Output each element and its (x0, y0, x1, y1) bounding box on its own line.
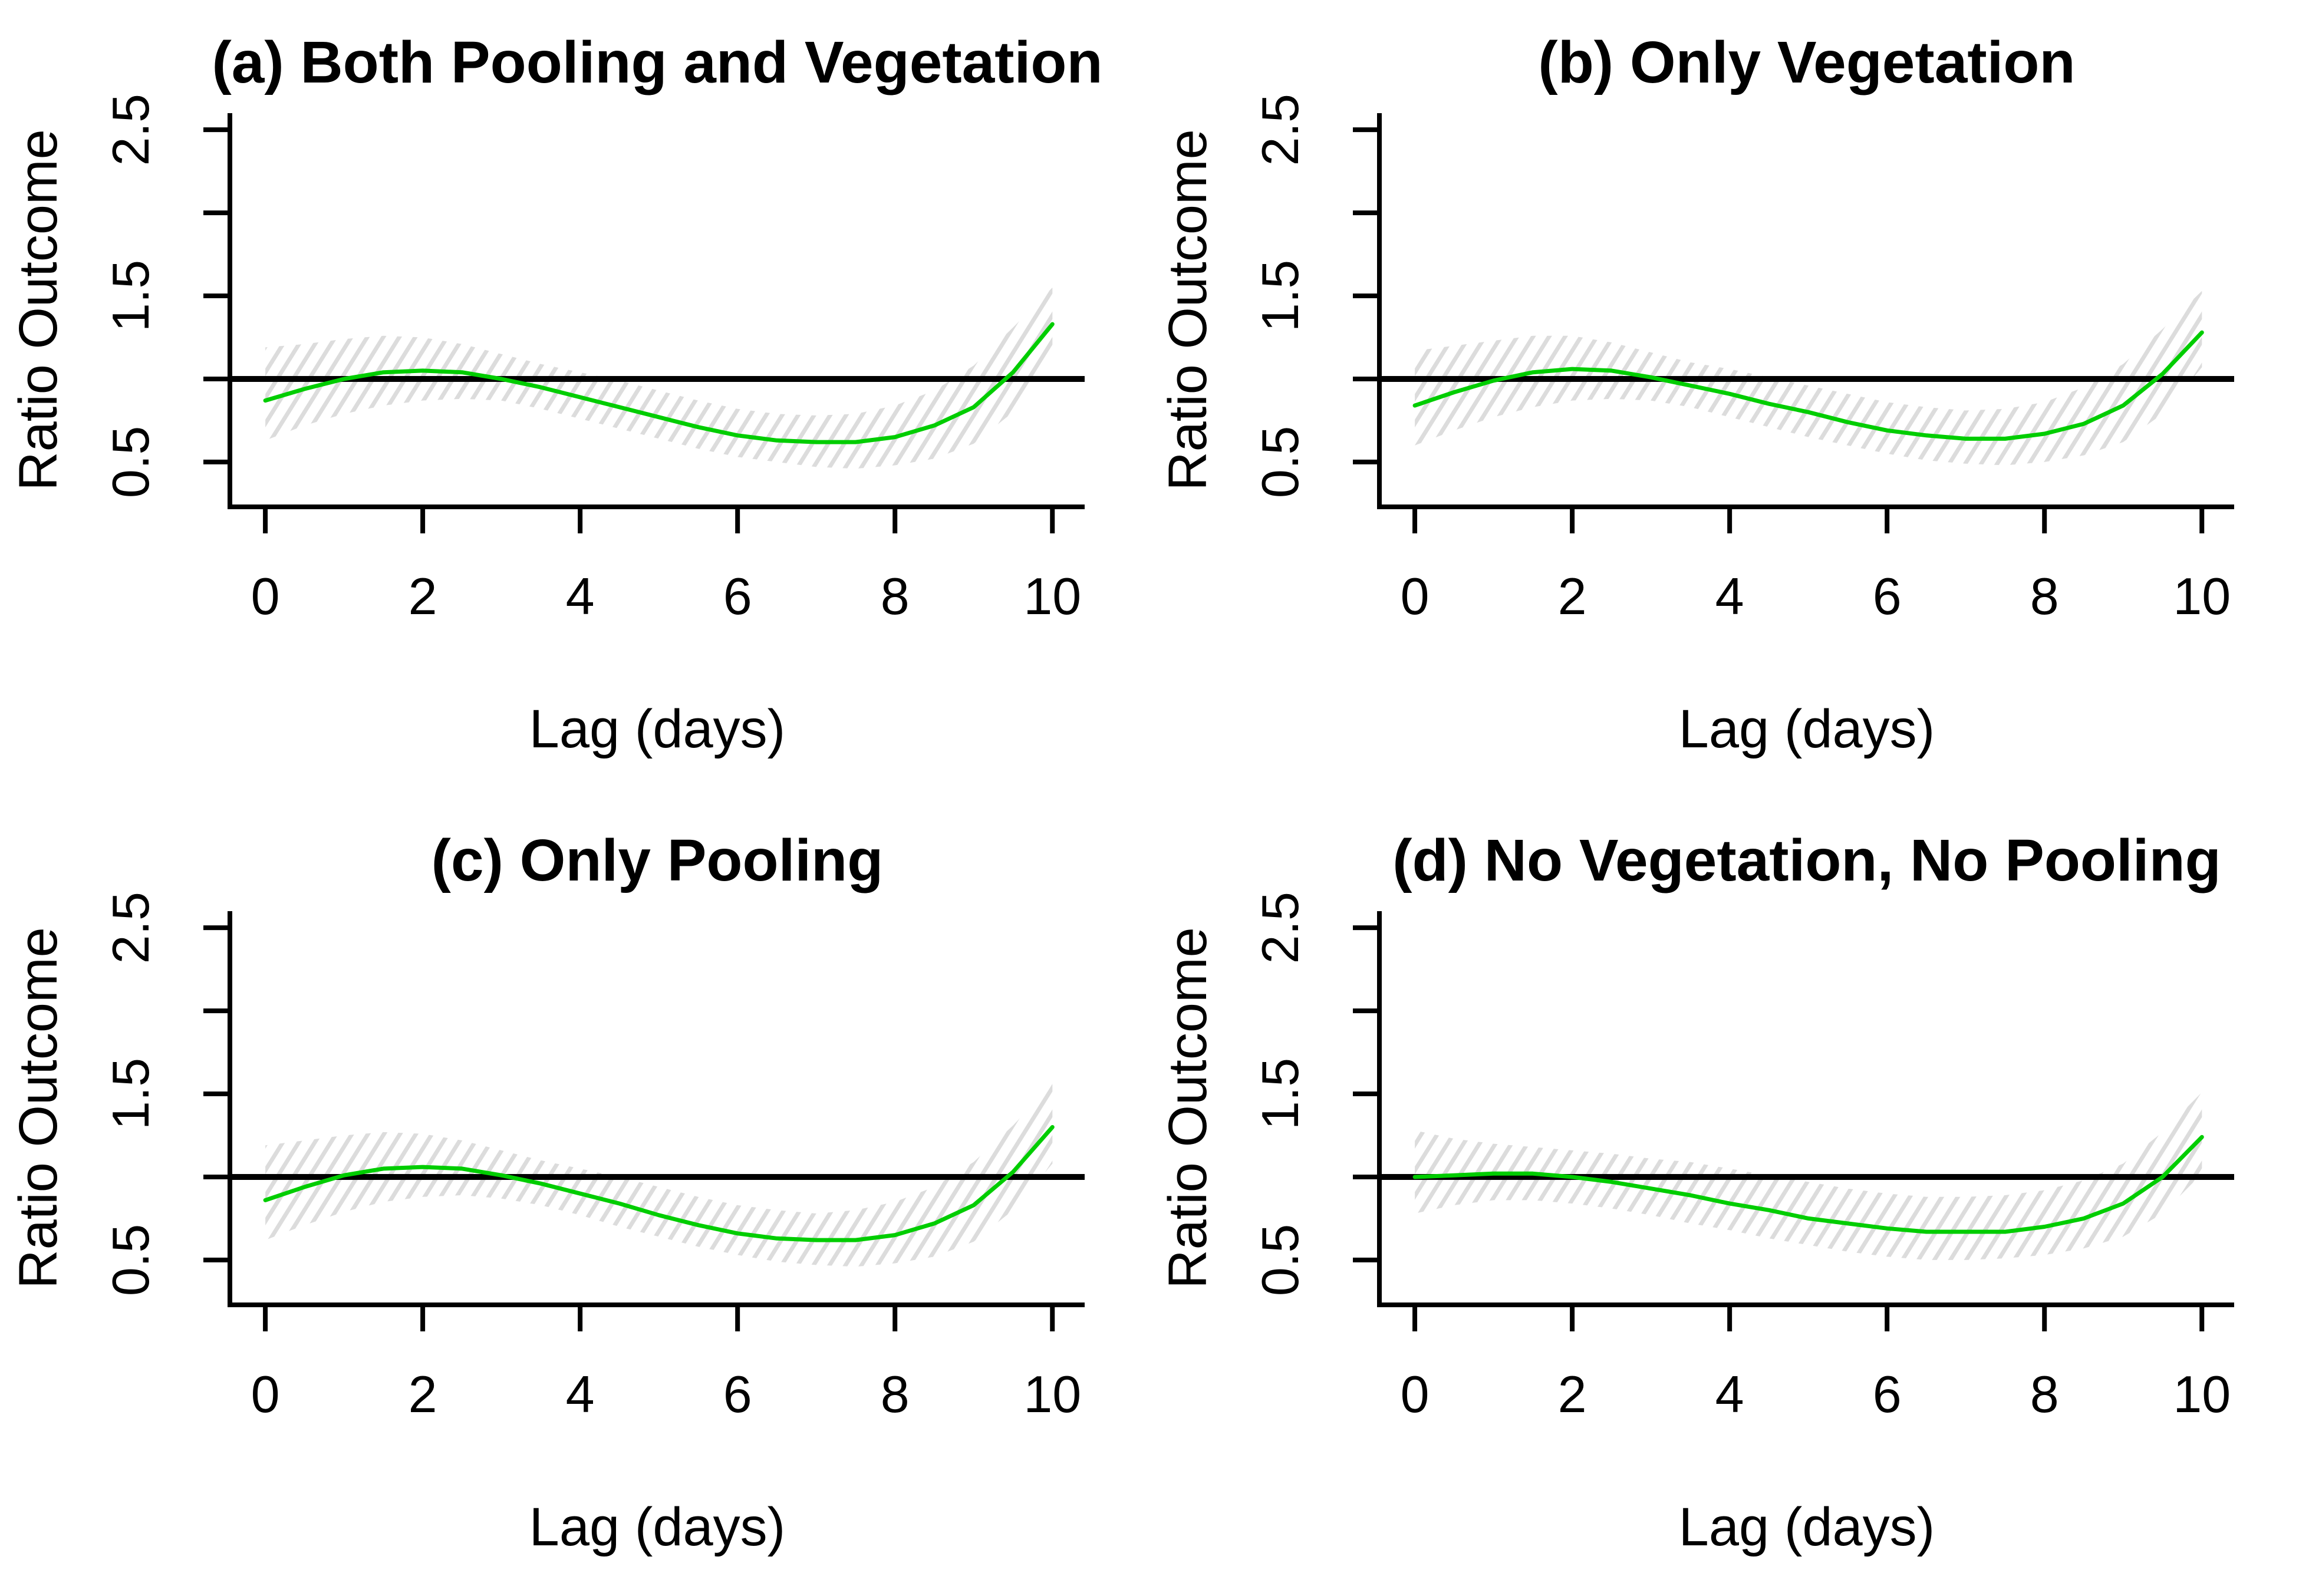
x-axis-label: Lag (days) (529, 1497, 786, 1557)
x-tick-label: 8 (881, 1365, 910, 1423)
x-tick-label: 10 (1023, 1365, 1081, 1423)
panel-d-title: (d) No Vegetation, No Pooling (1392, 827, 2221, 893)
panel-b: 0 2 4 6 8 10 0.5 1.5 2.5 (b) Only Vegetation Lag (… (1150, 0, 2299, 798)
estimate-curve (1412, 330, 2204, 441)
x-tick-label: 10 (2173, 1365, 2231, 1423)
y-tick-label: 0.5 (101, 426, 160, 498)
y-tick-label: 2.5 (101, 892, 160, 964)
x-tick-label: 10 (1023, 567, 1081, 625)
x-tick-label: 4 (1715, 567, 1744, 625)
x-tick-label: 4 (566, 1365, 595, 1423)
y-tick-label: 0.5 (101, 1224, 160, 1296)
estimate-curve (263, 322, 1055, 444)
confidence-band (1415, 1092, 2202, 1260)
x-tick-label: 0 (1401, 567, 1430, 625)
x-tick-label: 4 (566, 567, 595, 625)
x-tick-label: 2 (409, 567, 437, 625)
x-tick-label: 8 (2030, 1365, 2059, 1423)
confidence-band (1415, 291, 2202, 466)
panel-c-title: (c) Only Pooling (432, 827, 884, 893)
panel-a: 0 2 4 6 8 10 0.5 1.5 2.5 (a) Both Pooling and Veg… (0, 0, 1150, 798)
panel-d: 0 2 4 6 8 10 0.5 1.5 2.5 (d) No Vegetation, No Po… (1150, 798, 2299, 1596)
x-axis-label: Lag (days) (529, 699, 786, 759)
y-tick-label: 2.5 (1251, 94, 1309, 166)
y-tick-label: 2.5 (101, 94, 160, 166)
estimate-curve (1412, 1135, 2204, 1234)
chart-a: 0 2 4 6 8 10 0.5 1.5 2.5 (a) Both Pooling and Veg… (8, 29, 1103, 759)
y-axis-label: Ratio Outcome (1158, 129, 1218, 491)
y-tick-label: 1.5 (1251, 1058, 1309, 1130)
confidence-band (265, 287, 1053, 469)
x-tick-label: 6 (1873, 1365, 1902, 1423)
estimate-curve (263, 1125, 1055, 1242)
x-tick-label: 6 (723, 567, 752, 625)
chart-b: 0 2 4 6 8 10 0.5 1.5 2.5 (b) Only Vegetation Lag (… (1158, 29, 2234, 759)
x-tick-label: 8 (881, 567, 910, 625)
panel-a-title: (a) Both Pooling and Vegetation (212, 29, 1102, 95)
confidence-band (265, 1084, 1053, 1267)
y-tick-label: 0.5 (1251, 1224, 1309, 1296)
y-axis-label: Ratio Outcome (8, 927, 68, 1289)
y-tick-label: 0.5 (1251, 426, 1309, 498)
x-tick-label: 6 (1873, 567, 1902, 625)
x-axis-label: Lag (days) (1679, 699, 1935, 759)
y-tick-label: 1.5 (1251, 260, 1309, 332)
x-tick-label: 4 (1715, 1365, 1744, 1423)
y-tick-label: 1.5 (101, 260, 160, 332)
x-tick-label: 10 (2173, 567, 2231, 625)
y-tick-label: 1.5 (101, 1058, 160, 1130)
x-tick-label: 0 (1401, 1365, 1430, 1423)
chart-c: 0 2 4 6 8 10 0.5 1.5 2.5 (c) Only Pooling Lag (day… (8, 827, 1085, 1557)
panel-b-title: (b) Only Vegetation (1538, 29, 2075, 95)
chart-d: 0 2 4 6 8 10 0.5 1.5 2.5 (d) No Vegetation, No Po… (1158, 827, 2234, 1557)
x-tick-label: 8 (2030, 567, 2059, 625)
x-tick-label: 6 (723, 1365, 752, 1423)
y-axis-label: Ratio Outcome (8, 129, 68, 491)
x-tick-label: 0 (251, 567, 280, 625)
panel-c: 0 2 4 6 8 10 0.5 1.5 2.5 (c) Only Pooling Lag (day… (0, 798, 1150, 1596)
y-axis-label: Ratio Outcome (1158, 927, 1218, 1289)
x-tick-label: 2 (1558, 1365, 1587, 1423)
y-tick-label: 2.5 (1251, 892, 1309, 964)
x-tick-label: 2 (409, 1365, 437, 1423)
x-axis-label: Lag (days) (1679, 1497, 1935, 1557)
x-tick-label: 0 (251, 1365, 280, 1423)
x-tick-label: 2 (1558, 567, 1587, 625)
